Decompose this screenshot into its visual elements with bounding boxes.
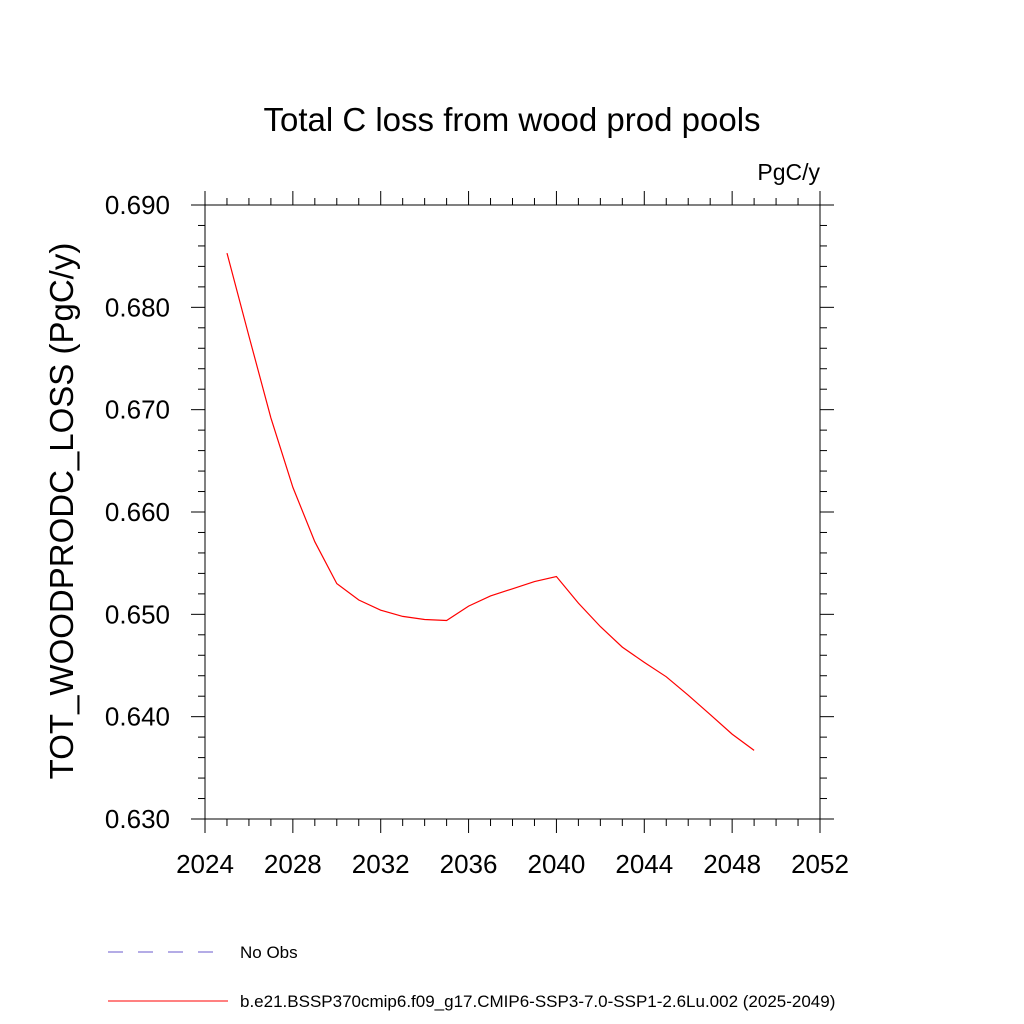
legend-label: No Obs bbox=[240, 943, 298, 962]
axis-ticks bbox=[191, 191, 834, 833]
y-tick-label: 0.650 bbox=[105, 599, 170, 629]
series-line bbox=[226, 252, 755, 751]
chart-title: Total C loss from wood prod pools bbox=[263, 101, 760, 138]
y-tick-label: 0.630 bbox=[105, 804, 170, 834]
plot-frame bbox=[204, 204, 821, 820]
x-tick-label: 2048 bbox=[703, 849, 761, 879]
y-tick-label: 0.660 bbox=[105, 497, 170, 527]
x-tick-label: 2024 bbox=[176, 849, 234, 879]
y-tick-label: 0.680 bbox=[105, 292, 170, 322]
x-tick-label: 2044 bbox=[615, 849, 673, 879]
y-tick-labels: 0.630 0.640 0.650 0.660 0.670 0.680 0.690 bbox=[105, 190, 170, 834]
x-tick-label: 2032 bbox=[352, 849, 410, 879]
legend: No Obs b.e21.BSSP370cmip6.f09_g17.CMIP6-S… bbox=[108, 943, 835, 1011]
x-tick-labels: 2024 2028 2032 2036 2040 2044 2048 2052 bbox=[176, 849, 849, 879]
x-tick-label: 2028 bbox=[264, 849, 322, 879]
legend-label: b.e21.BSSP370cmip6.f09_g17.CMIP6-SSP3-7.… bbox=[240, 992, 835, 1011]
series-lines bbox=[226, 252, 755, 751]
y-tick-label: 0.690 bbox=[105, 190, 170, 220]
y-tick-label: 0.640 bbox=[105, 702, 170, 732]
x-tick-label: 2052 bbox=[791, 849, 849, 879]
units-label: PgC/y bbox=[757, 159, 820, 185]
x-tick-label: 2040 bbox=[528, 849, 586, 879]
y-tick-label: 0.670 bbox=[105, 395, 170, 425]
y-axis-label: TOT_WOODPRODC_LOSS (PgC/y) bbox=[43, 243, 80, 780]
x-tick-label: 2036 bbox=[440, 849, 498, 879]
